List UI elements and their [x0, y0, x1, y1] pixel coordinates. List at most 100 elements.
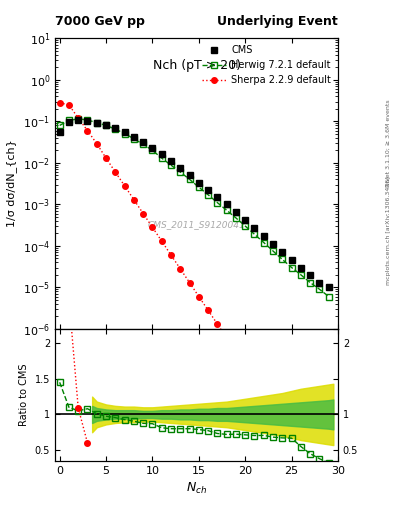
Text: Rivet 3.1.10; ≥ 3.6M events: Rivet 3.1.10; ≥ 3.6M events	[386, 99, 391, 187]
Sherpa 2.2.9 default	[289, 423, 294, 429]
CMS	[308, 272, 312, 278]
CMS	[57, 129, 62, 135]
CMS	[233, 209, 238, 215]
CMS	[113, 125, 118, 132]
Herwig 7.2.1 default	[261, 240, 266, 246]
CMS	[252, 225, 257, 231]
Herwig 7.2.1 default	[233, 215, 238, 221]
Herwig 7.2.1 default	[215, 200, 220, 206]
CMS	[317, 280, 322, 286]
CMS	[94, 120, 99, 126]
Text: CMS_2011_S9120041: CMS_2011_S9120041	[148, 220, 245, 229]
CMS	[150, 145, 155, 151]
Sherpa 2.2.9 default	[196, 293, 201, 300]
Herwig 7.2.1 default	[299, 272, 303, 278]
Line: Sherpa 2.2.9 default: Sherpa 2.2.9 default	[57, 100, 331, 479]
Herwig 7.2.1 default	[150, 147, 155, 154]
Sherpa 2.2.9 default	[104, 155, 108, 161]
CMS	[280, 249, 285, 255]
Herwig 7.2.1 default	[206, 191, 211, 198]
CMS	[206, 187, 211, 193]
Sherpa 2.2.9 default	[122, 183, 127, 189]
Herwig 7.2.1 default	[66, 117, 71, 123]
Herwig 7.2.1 default	[113, 126, 118, 132]
Text: Underlying Event: Underlying Event	[217, 15, 338, 28]
Sherpa 2.2.9 default	[243, 360, 248, 366]
CMS	[169, 158, 173, 164]
CMS	[132, 134, 136, 140]
CMS	[76, 117, 81, 123]
Herwig 7.2.1 default	[159, 155, 164, 161]
CMS	[196, 180, 201, 186]
Herwig 7.2.1 default	[178, 169, 183, 175]
CMS	[187, 172, 192, 178]
Text: mcplots.cern.ch [arXiv:1306.3436]: mcplots.cern.ch [arXiv:1306.3436]	[386, 176, 391, 285]
CMS	[224, 201, 229, 207]
Herwig 7.2.1 default	[132, 136, 136, 142]
CMS	[271, 241, 275, 247]
Herwig 7.2.1 default	[308, 280, 312, 286]
Herwig 7.2.1 default	[289, 265, 294, 271]
Y-axis label: Ratio to CMS: Ratio to CMS	[19, 364, 29, 426]
Sherpa 2.2.9 default	[132, 197, 136, 203]
Sherpa 2.2.9 default	[113, 169, 118, 175]
Sherpa 2.2.9 default	[224, 335, 229, 341]
Sherpa 2.2.9 default	[76, 115, 81, 121]
Herwig 7.2.1 default	[243, 223, 248, 229]
Herwig 7.2.1 default	[326, 293, 331, 300]
Sherpa 2.2.9 default	[187, 280, 192, 286]
Herwig 7.2.1 default	[85, 117, 90, 123]
Sherpa 2.2.9 default	[94, 141, 99, 147]
Sherpa 2.2.9 default	[66, 102, 71, 108]
Line: CMS: CMS	[57, 117, 332, 290]
Sherpa 2.2.9 default	[206, 307, 211, 313]
CMS	[243, 217, 248, 223]
Herwig 7.2.1 default	[187, 176, 192, 182]
Sherpa 2.2.9 default	[317, 461, 322, 467]
Herwig 7.2.1 default	[169, 162, 173, 168]
CMS	[122, 129, 127, 135]
Sherpa 2.2.9 default	[326, 473, 331, 479]
Sherpa 2.2.9 default	[271, 399, 275, 406]
Legend: CMS, Herwig 7.2.1 default, Sherpa 2.2.9 default: CMS, Herwig 7.2.1 default, Sherpa 2.2.9 …	[200, 43, 333, 87]
Herwig 7.2.1 default	[141, 141, 145, 147]
Herwig 7.2.1 default	[104, 122, 108, 129]
Text: 7000 GeV pp: 7000 GeV pp	[55, 15, 145, 28]
Herwig 7.2.1 default	[280, 257, 285, 263]
Herwig 7.2.1 default	[252, 231, 257, 238]
CMS	[85, 118, 90, 124]
Sherpa 2.2.9 default	[280, 411, 285, 417]
Herwig 7.2.1 default	[271, 248, 275, 254]
Sherpa 2.2.9 default	[215, 321, 220, 327]
Herwig 7.2.1 default	[317, 286, 322, 292]
Sherpa 2.2.9 default	[141, 210, 145, 217]
CMS	[141, 139, 145, 145]
Line: Herwig 7.2.1 default: Herwig 7.2.1 default	[57, 116, 332, 300]
Y-axis label: 1/σ dσ/dN_{ch}: 1/σ dσ/dN_{ch}	[6, 140, 17, 227]
CMS	[299, 265, 303, 271]
CMS	[104, 122, 108, 128]
Text: Nch (pT > 20): Nch (pT > 20)	[152, 59, 241, 72]
Sherpa 2.2.9 default	[308, 449, 312, 455]
Sherpa 2.2.9 default	[299, 436, 303, 442]
Sherpa 2.2.9 default	[169, 252, 173, 258]
Herwig 7.2.1 default	[224, 207, 229, 214]
Sherpa 2.2.9 default	[233, 348, 238, 354]
Sherpa 2.2.9 default	[178, 266, 183, 272]
Sherpa 2.2.9 default	[85, 127, 90, 134]
CMS	[159, 152, 164, 158]
Herwig 7.2.1 default	[196, 184, 201, 190]
Sherpa 2.2.9 default	[57, 100, 62, 106]
CMS	[289, 257, 294, 263]
Sherpa 2.2.9 default	[150, 224, 155, 230]
CMS	[261, 233, 266, 239]
Herwig 7.2.1 default	[76, 116, 81, 122]
CMS	[215, 194, 220, 200]
Sherpa 2.2.9 default	[159, 238, 164, 244]
Herwig 7.2.1 default	[122, 131, 127, 137]
Herwig 7.2.1 default	[94, 120, 99, 126]
CMS	[178, 165, 183, 171]
X-axis label: $N_{ch}$: $N_{ch}$	[186, 481, 207, 496]
Sherpa 2.2.9 default	[252, 374, 257, 380]
Sherpa 2.2.9 default	[261, 386, 266, 392]
